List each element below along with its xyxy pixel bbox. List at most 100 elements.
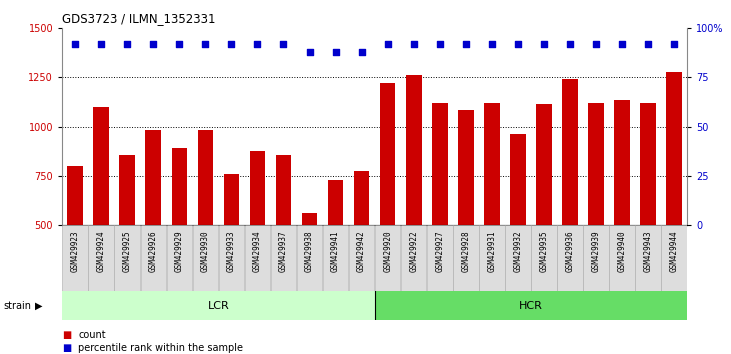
Bar bbox=[510, 135, 526, 323]
Text: GSM429933: GSM429933 bbox=[227, 230, 236, 272]
Point bbox=[590, 41, 602, 47]
Text: GSM429937: GSM429937 bbox=[279, 230, 288, 272]
Point bbox=[512, 41, 523, 47]
Text: GSM429923: GSM429923 bbox=[71, 230, 80, 272]
Bar bbox=[609, 225, 635, 292]
Text: GSM429936: GSM429936 bbox=[566, 230, 575, 272]
Point bbox=[330, 49, 341, 55]
Bar bbox=[94, 107, 109, 323]
Text: strain: strain bbox=[4, 301, 31, 311]
Text: GSM429927: GSM429927 bbox=[435, 230, 444, 272]
Bar bbox=[323, 225, 349, 292]
Text: GSM429924: GSM429924 bbox=[96, 230, 106, 272]
Bar bbox=[145, 131, 161, 323]
Bar bbox=[67, 166, 83, 323]
Bar bbox=[276, 155, 292, 323]
Text: GSM429942: GSM429942 bbox=[357, 230, 366, 272]
Bar bbox=[667, 72, 682, 323]
Bar bbox=[302, 213, 317, 323]
Point bbox=[303, 49, 315, 55]
Bar bbox=[115, 225, 140, 292]
Bar bbox=[635, 225, 661, 292]
Point bbox=[616, 41, 628, 47]
Bar bbox=[640, 103, 656, 323]
Bar bbox=[505, 225, 531, 292]
Bar bbox=[354, 171, 369, 323]
Bar bbox=[327, 179, 344, 323]
Bar bbox=[614, 100, 630, 323]
Text: GSM429926: GSM429926 bbox=[149, 230, 158, 272]
Point bbox=[668, 41, 680, 47]
Text: GSM429940: GSM429940 bbox=[618, 230, 626, 272]
Bar bbox=[453, 225, 479, 292]
Point bbox=[121, 41, 133, 47]
Bar bbox=[349, 225, 374, 292]
Text: GSM429944: GSM429944 bbox=[670, 230, 678, 272]
Bar bbox=[192, 225, 218, 292]
Bar bbox=[531, 225, 557, 292]
Point bbox=[486, 41, 498, 47]
Bar bbox=[297, 225, 322, 292]
Point bbox=[408, 41, 420, 47]
Bar bbox=[557, 225, 583, 292]
Text: GSM429935: GSM429935 bbox=[539, 230, 548, 272]
Bar bbox=[270, 225, 296, 292]
Text: ■: ■ bbox=[62, 343, 72, 353]
Bar bbox=[374, 291, 687, 320]
Bar bbox=[172, 148, 187, 323]
Text: LCR: LCR bbox=[208, 301, 230, 311]
Text: ■: ■ bbox=[62, 330, 72, 339]
Bar bbox=[484, 103, 500, 323]
Text: percentile rank within the sample: percentile rank within the sample bbox=[78, 343, 243, 353]
Text: GSM429930: GSM429930 bbox=[201, 230, 210, 272]
Bar bbox=[224, 174, 239, 323]
Bar bbox=[88, 225, 114, 292]
Point bbox=[382, 41, 393, 47]
Bar bbox=[140, 225, 166, 292]
Point bbox=[538, 41, 550, 47]
Point bbox=[173, 41, 185, 47]
Bar bbox=[167, 225, 192, 292]
Point bbox=[148, 41, 159, 47]
Point bbox=[356, 49, 368, 55]
Bar bbox=[406, 75, 422, 323]
Point bbox=[95, 41, 107, 47]
Bar bbox=[62, 225, 88, 292]
Bar bbox=[119, 155, 135, 323]
Text: GSM429943: GSM429943 bbox=[643, 230, 653, 272]
Bar bbox=[458, 110, 474, 323]
Text: GSM429938: GSM429938 bbox=[305, 230, 314, 272]
Point bbox=[278, 41, 289, 47]
Point bbox=[434, 41, 446, 47]
Text: GSM429931: GSM429931 bbox=[488, 230, 496, 272]
Point bbox=[460, 41, 471, 47]
Bar bbox=[536, 104, 552, 323]
Text: GSM429932: GSM429932 bbox=[513, 230, 523, 272]
Bar bbox=[62, 291, 374, 320]
Text: ▶: ▶ bbox=[35, 301, 42, 311]
Text: HCR: HCR bbox=[519, 301, 543, 311]
Text: GDS3723 / ILMN_1352331: GDS3723 / ILMN_1352331 bbox=[62, 12, 216, 25]
Point bbox=[643, 41, 654, 47]
Text: GSM429934: GSM429934 bbox=[253, 230, 262, 272]
Text: GSM429920: GSM429920 bbox=[383, 230, 392, 272]
Text: GSM429939: GSM429939 bbox=[591, 230, 600, 272]
Bar bbox=[250, 151, 265, 323]
Text: GSM429929: GSM429929 bbox=[175, 230, 183, 272]
Bar bbox=[427, 225, 452, 292]
Point bbox=[226, 41, 238, 47]
Bar bbox=[245, 225, 270, 292]
Bar bbox=[380, 83, 395, 323]
Text: GSM429922: GSM429922 bbox=[409, 230, 418, 272]
Bar bbox=[432, 103, 447, 323]
Text: GSM429925: GSM429925 bbox=[123, 230, 132, 272]
Text: GSM429928: GSM429928 bbox=[461, 230, 470, 272]
Point bbox=[564, 41, 576, 47]
Text: count: count bbox=[78, 330, 106, 339]
Bar bbox=[401, 225, 426, 292]
Bar bbox=[662, 225, 687, 292]
Bar bbox=[197, 131, 213, 323]
Point bbox=[251, 41, 263, 47]
Bar bbox=[562, 79, 577, 323]
Bar bbox=[583, 225, 609, 292]
